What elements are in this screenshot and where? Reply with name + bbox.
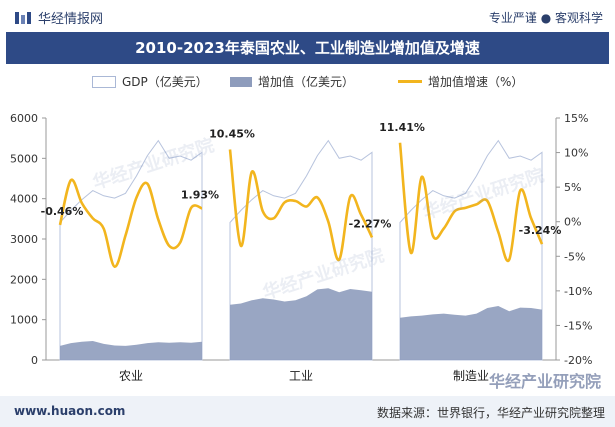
growth-label: -0.46% [41, 205, 84, 218]
left-tick-label: 4000 [10, 193, 38, 206]
chart-title: 2010-2023年泰国农业、工业制造业增加值及增速 [6, 32, 609, 64]
right-tick-label: 10% [564, 147, 588, 160]
growth-label: 10.45% [209, 127, 255, 140]
left-tick-label: 2000 [10, 273, 38, 286]
growth-label: 1.93% [181, 188, 219, 201]
right-tick-label: 5% [564, 181, 581, 194]
right-tick-label: -5% [564, 250, 585, 263]
legend-growth-label: 增加值增速（%） [428, 75, 524, 89]
legend-gdp-label: GDP（亿美元） [122, 75, 208, 89]
gdp-area-0 [59, 139, 203, 361]
right-tick-label: 0% [564, 216, 581, 229]
growth-label: -2.27% [349, 217, 392, 230]
brand-logo-icon [15, 11, 31, 24]
brand: 华经情报网 [14, 8, 103, 27]
left-tick-label: 1000 [10, 314, 38, 327]
right-tick-label: -10% [564, 285, 592, 298]
left-tick-label: 5000 [10, 152, 38, 165]
growth-line-0 [58, 178, 203, 269]
right-tick-label: -20% [564, 354, 592, 367]
growth-line-2 [398, 142, 544, 263]
left-tick-label: 3000 [10, 233, 38, 246]
category-label: 农业 [119, 369, 143, 383]
legend-growth-swatch [398, 80, 422, 83]
watermark-corner: 华经产业研究院 [488, 372, 601, 391]
growth-line-1 [228, 149, 374, 262]
right-tick-label: -15% [564, 319, 592, 332]
footer: www.huaon.com 数据来源：世界银行，华经产业研究院整理 [0, 396, 615, 427]
chart-area: 0 1000 2000 3000 4000 5000 6000 -20% -15% -10% -5%… [10, 112, 592, 383]
legend-added-label: 增加值（亿美元） [258, 75, 355, 89]
legend-gdp-swatch [92, 75, 116, 88]
top-bar: 华经情报网 专业严谨 ● 客观科学 [0, 0, 615, 32]
growth-label: -3.24% [519, 224, 562, 237]
category-label: 工业 [289, 369, 313, 383]
legend-added-swatch [230, 76, 252, 87]
added-value-area-1 [230, 288, 372, 360]
site-url: www.huaon.com [14, 404, 126, 418]
legend-added: 增加值（亿美元） [230, 73, 354, 90]
left-tick-label: 6000 [10, 112, 38, 125]
legend-gdp: GDP（亿美元） [92, 73, 208, 90]
legend-growth: 增加值增速（%） [398, 73, 523, 90]
brand-name: 华经情报网 [38, 12, 104, 27]
right-tick-label: 15% [564, 112, 588, 125]
added-value-area-0 [60, 341, 202, 360]
data-source: 数据来源：世界银行，华经产业研究院整理 [376, 406, 605, 420]
legend: GDP（亿美元） 增加值（亿美元） 增加值增速（%） [0, 70, 615, 92]
category-label: 制造业 [453, 369, 489, 383]
growth-label: 11.41% [379, 121, 425, 134]
tagline: 专业严谨 ● 客观科学 [488, 11, 603, 25]
left-tick-label: 0 [31, 354, 38, 367]
added-value-area-2 [400, 306, 542, 360]
